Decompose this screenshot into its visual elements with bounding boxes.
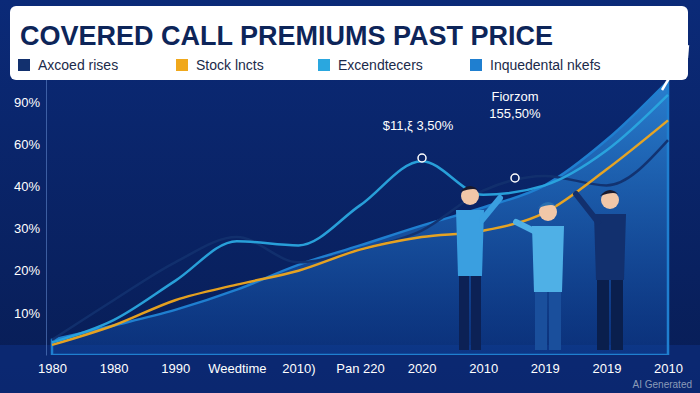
line-series <box>52 120 668 344</box>
background <box>0 0 700 393</box>
legend-swatch <box>318 59 330 71</box>
y-tick: 40% <box>14 179 46 194</box>
chart-svg: 10% 20% 30% 40% 60% 90% 1980 1980 1990 Weedtime 20… <box>0 0 700 393</box>
person-head <box>539 203 557 221</box>
x-tick: 1980 <box>38 355 67 376</box>
annotation: 155,50% <box>489 106 541 121</box>
x-axis-line <box>53 355 669 356</box>
x-tick: 1980 <box>100 355 129 376</box>
person-leg <box>459 276 469 350</box>
chart-title: COVERED CALL PREMIUMS PAST PRICE <box>20 21 553 51</box>
people <box>456 186 626 350</box>
y-axis-line <box>46 61 47 356</box>
x-tick-label: 2019 <box>592 361 621 376</box>
y-tick: 60% <box>14 137 46 152</box>
y-tick-label: 60% <box>14 137 40 152</box>
x-tick: 2019 <box>592 355 621 376</box>
x-tick: 2020 <box>408 355 437 376</box>
x-tick: 2019 <box>531 355 560 376</box>
legend-label: Stock lncts <box>196 57 264 73</box>
x-tick-label: Pan 220 <box>336 361 384 376</box>
y-tick-label: 30% <box>14 221 40 236</box>
legend-label: Excendtecers <box>338 57 423 73</box>
person-leg <box>549 292 561 350</box>
person-arm <box>576 194 598 222</box>
x-tick-label: 2020 <box>408 361 437 376</box>
legend-swatch <box>176 59 188 71</box>
chart-root: 10% 20% 30% 40% 60% 90% 1980 1980 1990 Weedtime 20… <box>0 0 700 393</box>
x-tick-label: 2010) <box>282 361 315 376</box>
x-tick-label: 1980 <box>100 361 129 376</box>
y-tick: 10% <box>14 306 46 321</box>
x-tick-label: 1980 <box>38 361 67 376</box>
y-tick-label: 10% <box>14 306 40 321</box>
x-tick-label: Weedtime <box>208 361 266 376</box>
annotation-marker <box>418 154 426 162</box>
annotation-marker <box>511 174 519 182</box>
person-hair <box>538 202 558 208</box>
person-hair <box>460 186 480 192</box>
y-tick-label: 90% <box>14 95 40 110</box>
annotation: $11,ξ 3,50% <box>383 118 454 133</box>
x-tick-label: 2010 <box>654 361 683 376</box>
x-tick: 2010 <box>654 355 683 376</box>
line-series <box>52 95 668 342</box>
y-tick: 30% <box>14 221 46 236</box>
y-tick: 20% <box>14 263 46 278</box>
person-arm <box>482 198 500 220</box>
person-leg <box>535 292 547 350</box>
x-tick: 2010) <box>282 355 315 376</box>
area-series <box>52 81 668 355</box>
person-arm <box>516 222 536 232</box>
x-tick-label: 2010 <box>469 361 498 376</box>
y-tick-label: 20% <box>14 263 40 278</box>
person-leg <box>471 276 481 350</box>
x-tick: Pan 220 <box>336 355 384 376</box>
person-head <box>601 191 619 209</box>
x-tick: Weedtime <box>208 355 266 376</box>
x-tick: 1990 <box>161 355 190 376</box>
watermark: AI Generated <box>633 379 692 390</box>
x-tick: 2010 <box>469 355 498 376</box>
plot-area <box>52 81 668 355</box>
annotation: Fiorzom <box>492 89 539 104</box>
y-axis: 10% 20% 30% 40% 60% 90% <box>14 61 47 356</box>
legend-swatch <box>470 59 482 71</box>
person-leg <box>611 280 623 350</box>
x-tick-label: 2019 <box>531 361 560 376</box>
title-box <box>10 6 688 80</box>
person-head <box>461 187 479 205</box>
person-hair <box>600 190 620 196</box>
y-tick: 90% <box>14 95 46 110</box>
x-axis: 1980 1980 1990 Weedtime 2010) Pan 220 2020 2010… <box>38 355 683 376</box>
x-tick-label: 1990 <box>161 361 190 376</box>
y-tick-label: 40% <box>14 179 40 194</box>
legend-swatch <box>18 59 30 71</box>
person-body <box>532 226 564 292</box>
legend-label: Axcoed rises <box>38 57 118 73</box>
legend-label: Inquedental nkefs <box>490 57 601 73</box>
legend: Axcoed rises Stock lncts Excendtecers Inque… <box>18 57 601 73</box>
person-leg <box>597 280 609 350</box>
